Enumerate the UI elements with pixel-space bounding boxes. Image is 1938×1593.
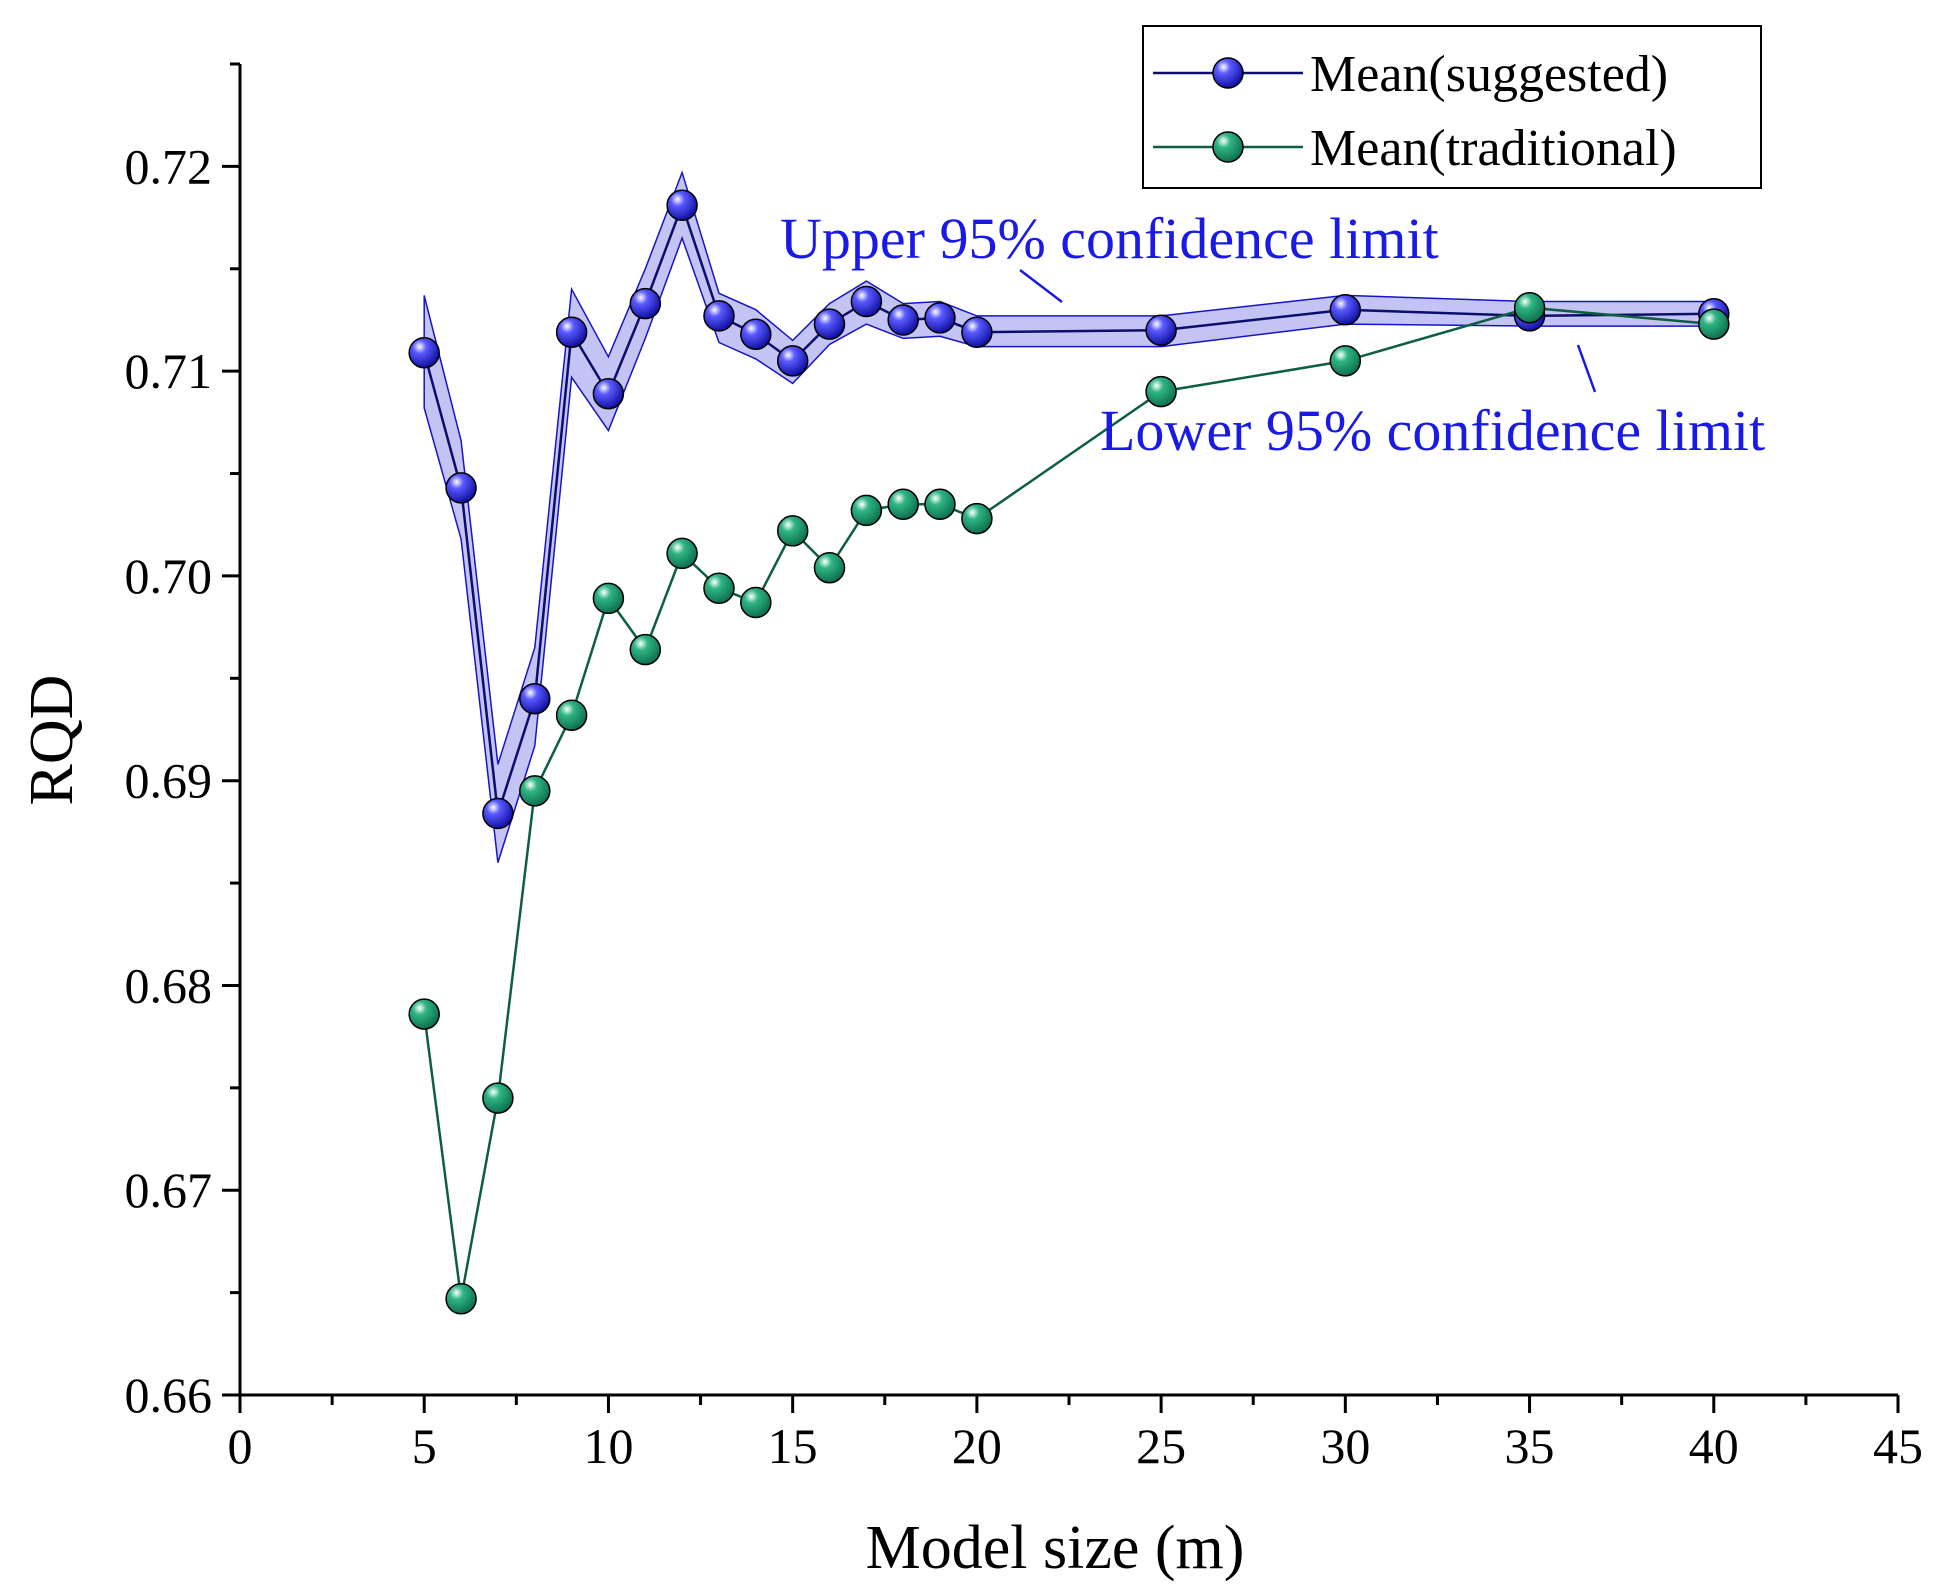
legend-marker-traditional	[1212, 131, 1244, 163]
upper-confidence-limit-label: Upper 95% confidence limit	[780, 206, 1439, 271]
series-line-suggested	[422, 201, 1714, 814]
x-tick-label: 10	[583, 1418, 633, 1474]
data-point-suggested	[813, 308, 846, 340]
x-tick-label: 45	[1873, 1418, 1923, 1474]
data-point-traditional	[703, 572, 735, 604]
data-point-traditional	[555, 699, 588, 731]
data-point-suggested	[776, 345, 809, 377]
data-point-traditional	[666, 537, 698, 570]
data-point-traditional	[408, 998, 440, 1030]
data-point-suggested	[961, 316, 993, 348]
y-axis-title: RQD	[18, 675, 86, 806]
y-tick-label: 0.69	[125, 753, 213, 809]
data-point-suggested	[555, 316, 588, 348]
data-point-traditional	[924, 488, 956, 521]
legend-label-suggested: Mean(suggested)	[1310, 46, 1668, 103]
upper-limit-leader-line	[1019, 269, 1063, 303]
y-tick-label: 0.66	[125, 1367, 213, 1423]
data-point-traditional	[1513, 291, 1546, 324]
data-point-traditional	[776, 515, 809, 547]
confidence-band-layer	[423, 170, 1715, 863]
confidence-band-area	[423, 170, 1715, 863]
data-point-suggested	[482, 797, 514, 830]
data-point-traditional	[1329, 345, 1362, 377]
legend-marker-suggested	[1212, 57, 1244, 89]
data-point-traditional	[740, 586, 772, 619]
y-tick-label: 0.68	[125, 957, 213, 1013]
data-point-suggested	[592, 377, 625, 410]
lower-confidence-limit-label: Lower 95% confidence limit	[1100, 398, 1765, 463]
y-tick-label: 0.71	[125, 343, 213, 399]
annotations: Upper 95% confidence limit Lower 95% con…	[780, 206, 1765, 463]
data-point-suggested	[666, 189, 698, 222]
x-tick-label: 30	[1320, 1418, 1370, 1474]
data-point-suggested	[445, 472, 477, 504]
data-point-suggested	[924, 302, 956, 334]
data-point-suggested	[887, 304, 919, 336]
legend-label-traditional: Mean(traditional)	[1310, 120, 1677, 177]
axes-layer: 0 5 10 15 20 25 30 35 40 45 0.66 0.67 0.68 0.69 0.70 0.…	[125, 62, 1923, 1474]
series-layer	[408, 189, 1730, 1315]
x-tick-label: 40	[1689, 1418, 1739, 1474]
data-point-traditional	[1698, 308, 1730, 340]
y-tick-label: 0.67	[125, 1162, 213, 1218]
legend: Mean(suggested) Mean(traditional)	[1142, 25, 1762, 189]
data-point-suggested	[1145, 314, 1177, 346]
y-tick-label: 0.72	[125, 138, 213, 194]
x-tick-label: 35	[1505, 1418, 1555, 1474]
data-point-traditional	[887, 488, 919, 521]
data-point-traditional	[445, 1283, 477, 1315]
legend-box	[1142, 25, 1762, 189]
x-tick-label: 0	[228, 1418, 253, 1474]
data-point-traditional	[482, 1082, 514, 1114]
data-point-suggested	[703, 300, 735, 332]
data-point-suggested	[1329, 293, 1362, 326]
data-point-traditional	[592, 582, 625, 615]
x-axis-title: Model size (m)	[866, 1514, 1245, 1582]
data-point-suggested	[850, 285, 883, 318]
data-point-traditional	[961, 502, 993, 535]
x-tick-label: 15	[768, 1418, 818, 1474]
data-point-suggested	[629, 287, 662, 320]
data-point-traditional	[1145, 375, 1177, 408]
x-tick-label: 20	[952, 1418, 1002, 1474]
data-point-traditional	[850, 494, 883, 527]
x-tick-label: 25	[1136, 1418, 1186, 1474]
x-tick-label: 5	[412, 1418, 437, 1474]
data-point-traditional	[629, 633, 662, 666]
data-point-traditional	[519, 775, 551, 807]
y-tick-label: 0.70	[125, 548, 213, 604]
lower-limit-leader-line	[1576, 344, 1597, 393]
data-point-suggested	[408, 336, 440, 369]
data-point-suggested	[519, 683, 551, 715]
data-point-traditional	[813, 551, 846, 584]
data-point-suggested	[740, 318, 772, 351]
